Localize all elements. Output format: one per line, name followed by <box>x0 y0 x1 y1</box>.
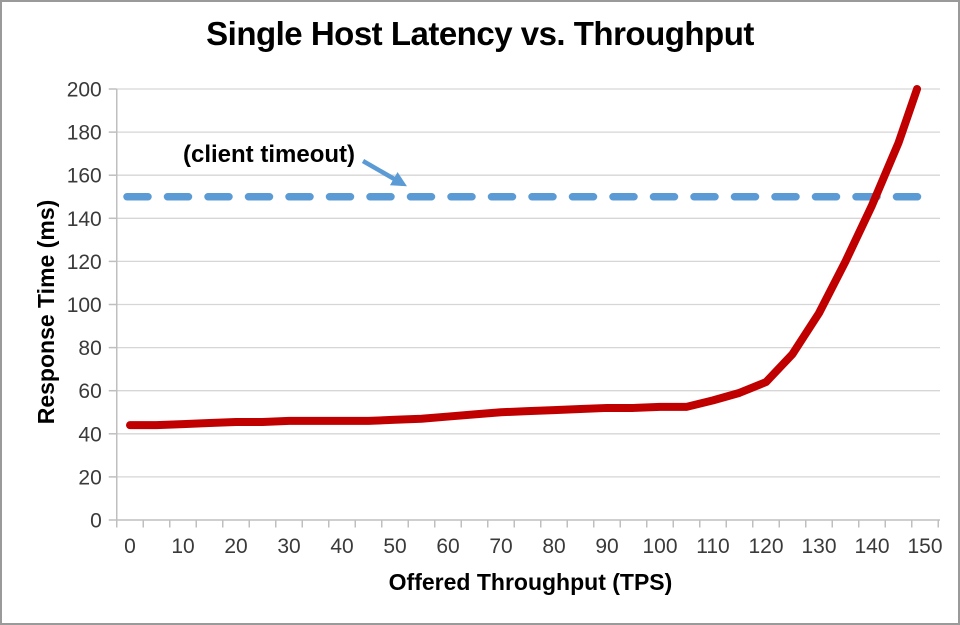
x-tick-label: 40 <box>330 535 353 558</box>
x-tick-label: 0 <box>124 535 136 558</box>
x-tick-label: 70 <box>489 535 512 558</box>
y-tick-label: 80 <box>78 337 101 360</box>
y-tick-label: 40 <box>78 423 101 446</box>
y-tick-label: 200 <box>67 79 102 102</box>
x-tick-label: 150 <box>907 535 942 558</box>
x-tick-label: 10 <box>171 535 194 558</box>
x-tick-label: 50 <box>383 535 406 558</box>
y-axis-title: Response Time (ms) <box>33 199 59 425</box>
axis-lines <box>116 89 940 528</box>
gridlines <box>116 88 940 478</box>
x-tick-label: 100 <box>642 535 677 558</box>
x-tick-labels: 0 10 20 30 40 50 60 70 80 90 100 110 120 130 140 150 <box>124 535 942 558</box>
chart-title: Single Host Latency vs. Throughput <box>206 15 754 52</box>
y-tick-label: 100 <box>67 294 102 317</box>
y-tick-label: 120 <box>67 251 102 274</box>
y-tick-label: 180 <box>67 122 102 145</box>
x-tick-label: 80 <box>542 535 565 558</box>
y-tick-label: 160 <box>67 165 102 188</box>
x-tick-label: 120 <box>748 535 783 558</box>
x-tick-label: 130 <box>801 535 836 558</box>
y-tick-label: 0 <box>90 510 102 533</box>
y-tick-label: 20 <box>78 466 101 489</box>
y-tick-labels: 0 20 40 60 80 100 120 140 160 180 200 <box>67 79 102 533</box>
x-tick-label: 110 <box>696 535 729 558</box>
timeout-annotation: (client timeout) <box>183 141 355 168</box>
y-tick-label: 60 <box>78 380 101 403</box>
y-tick-label: 140 <box>67 208 102 231</box>
response-time-curve <box>126 85 922 430</box>
x-axis-title: Offered Throughput (TPS) <box>388 569 673 595</box>
x-tick-label: 140 <box>854 535 889 558</box>
annotation-arrow <box>361 159 407 187</box>
x-tick-label: 60 <box>436 535 459 558</box>
x-tick-label: 90 <box>595 535 618 558</box>
x-tick-label: 30 <box>277 535 300 558</box>
x-tick-label: 20 <box>224 535 247 558</box>
